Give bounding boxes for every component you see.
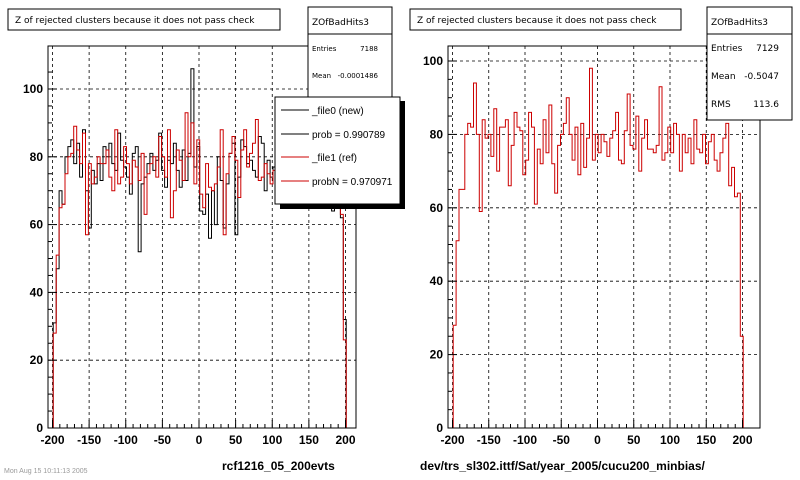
x-tick-label: 50	[627, 433, 641, 447]
plot-frame	[47, 45, 357, 429]
x-tick-label: 100	[262, 433, 282, 447]
left-stats-box: ZOfBadHits3 Entries 7188 Mean -0.0001486	[307, 6, 393, 98]
left-stats-name: ZOfBadHits3	[312, 18, 369, 28]
right-stats-rms-label: RMS	[711, 100, 731, 110]
right-stats-rms-value: 113.6	[753, 100, 779, 110]
x-tick-label: 0	[196, 433, 203, 447]
left-title: Z of rejected clusters because it does n…	[15, 16, 255, 26]
y-tick-label: 100	[423, 54, 443, 68]
left-stats-mean-value: -0.0001486	[338, 72, 379, 80]
legend-label-new: _file0 (new)	[311, 106, 364, 117]
x-tick-label: -100	[114, 433, 138, 447]
plot-frame	[447, 45, 761, 429]
right-stats-frame	[706, 6, 793, 121]
left-stats-frame	[307, 6, 393, 98]
right-title: Z of rejected clusters because it does n…	[417, 16, 657, 26]
left-title-box: Z of rejected clusters because it does n…	[7, 8, 281, 31]
legend: _file0 (new) prob = 0.990789 _file1 (ref…	[274, 96, 405, 209]
left-stats-entries-value: 7188	[360, 45, 378, 53]
right-stats-entries-label: Entries	[711, 44, 743, 54]
x-tick-label: 100	[660, 433, 680, 447]
x-tick-label: 150	[696, 433, 716, 447]
left-caption: rcf1216_05_200evts	[222, 459, 335, 473]
y-tick-label: 40	[430, 274, 444, 288]
x-tick-label: -150	[477, 433, 501, 447]
y-tick-label: 0	[36, 421, 43, 435]
left-histogram-pad: -200 -150 -100 -50 0 50 100 150 200 0 20 40 60 80 100	[23, 45, 357, 447]
y-tick-label: 0	[436, 421, 443, 435]
x-tick-label: -200	[40, 433, 64, 447]
timestamp-footer: Mon Aug 15 10:11:13 2005	[4, 468, 88, 475]
x-tick-label: -50	[553, 433, 571, 447]
y-tick-label: 80	[30, 150, 44, 164]
x-tick-label: -150	[77, 433, 101, 447]
x-tick-label: -50	[154, 433, 172, 447]
right-stats-box: ZOfBadHits3 Entries 7129 Mean -0.5047 RM…	[706, 6, 793, 121]
y-tick-label: 20	[430, 348, 444, 362]
legend-label-probn: probN = 0.970971	[312, 177, 393, 188]
histogram-series-0	[450, 67, 747, 429]
x-tick-label: 200	[335, 433, 355, 447]
left-stats-mean-label: Mean	[312, 72, 331, 80]
left-stats-entries-label: Entries	[312, 45, 337, 53]
y-tick-label: 40	[30, 285, 44, 299]
right-stats-entries-value: 7129	[756, 44, 779, 54]
legend-frame	[274, 96, 401, 205]
y-tick-label: 60	[30, 218, 44, 232]
right-title-box: Z of rejected clusters because it does n…	[409, 8, 682, 31]
x-tick-label: -200	[440, 433, 464, 447]
x-tick-label: 150	[299, 433, 319, 447]
right-title-frame	[409, 8, 682, 31]
right-histogram-pad: -200 -150 -100 -50 0 50 100 150 200 0 20 40 60 80 100	[423, 45, 761, 447]
right-stats-name: ZOfBadHits3	[711, 18, 768, 28]
x-tick-label: 0	[594, 433, 601, 447]
y-tick-label: 60	[430, 201, 444, 215]
y-tick-label: 80	[430, 127, 444, 141]
x-tick-label: 200	[732, 433, 752, 447]
y-tick-label: 20	[30, 353, 44, 367]
right-stats-mean-value: -0.5047	[744, 72, 779, 82]
legend-label-prob: prob = 0.990789	[312, 130, 386, 141]
right-stats-mean-label: Mean	[711, 72, 736, 82]
left-title-frame	[7, 8, 281, 31]
y-tick-label: 100	[23, 82, 43, 96]
legend-label-ref: _file1 (ref)	[311, 153, 357, 164]
x-tick-label: 50	[229, 433, 243, 447]
x-tick-label: -100	[513, 433, 537, 447]
right-caption: dev/trs_sl302.ittf/Sat/year_2005/cucu200…	[420, 459, 705, 473]
